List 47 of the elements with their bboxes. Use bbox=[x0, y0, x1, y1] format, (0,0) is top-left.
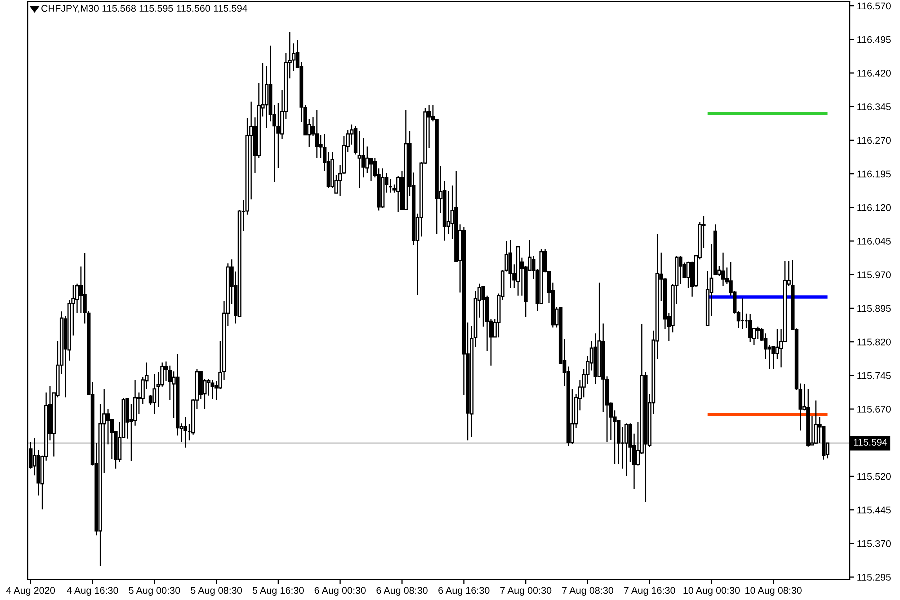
candlestick bbox=[748, 314, 752, 344]
y-tick-label: 115.370 bbox=[858, 540, 891, 548]
candlestick bbox=[381, 168, 385, 209]
x-tick-label: 7 Aug 16:30 bbox=[624, 587, 676, 596]
x-tick-label: 6 Aug 16:30 bbox=[438, 587, 490, 596]
candlestick bbox=[740, 298, 745, 330]
chart-title: CHFJPY,M30 115.568 115.595 115.560 115.594 bbox=[42, 5, 248, 14]
candlestick bbox=[404, 110, 408, 211]
y-tick-label: 116.195 bbox=[858, 170, 891, 178]
y-tick-label: 116.045 bbox=[858, 238, 891, 245]
x-tick-label: 5 Aug 08:30 bbox=[191, 587, 242, 596]
x-tick-label: 10 Aug 00:30 bbox=[684, 587, 740, 596]
x-tick-label: 10 Aug 08:30 bbox=[746, 587, 802, 596]
candlestick bbox=[396, 176, 400, 213]
candlestick bbox=[358, 130, 362, 188]
x-tick-label: 6 Aug 08:30 bbox=[376, 587, 428, 596]
x-tick-label: 5 Aug 00:30 bbox=[129, 587, 180, 596]
x-tick-label: 5 Aug 16:30 bbox=[252, 587, 304, 596]
candlestick bbox=[814, 400, 818, 445]
y-tick-label: 115.445 bbox=[858, 506, 891, 514]
candlestick bbox=[315, 109, 320, 159]
y-tick-label: 116.420 bbox=[858, 70, 891, 77]
y-tick-label: 116.270 bbox=[858, 137, 891, 144]
y-tick-label: 115.895 bbox=[858, 305, 891, 312]
y-tick-label: 115.295 bbox=[858, 574, 891, 581]
candlestick bbox=[516, 246, 520, 296]
x-tick-label: 7 Aug 08:30 bbox=[562, 587, 614, 596]
y-tick-label: 115.970 bbox=[858, 272, 891, 278]
y-tick-label: 115.745 bbox=[858, 372, 891, 380]
x-tick-label: 4 Aug 16:30 bbox=[67, 587, 118, 596]
ref-line-label: 115.594 bbox=[854, 439, 888, 446]
candlestick bbox=[210, 380, 215, 400]
candlestick bbox=[508, 240, 512, 289]
y-tick-label: 116.570 bbox=[858, 2, 891, 10]
candlestick bbox=[624, 423, 628, 478]
candlestick bbox=[184, 416, 188, 448]
y-tick-label: 116.495 bbox=[858, 36, 891, 44]
x-tick-label: 4 Aug 2020 bbox=[6, 587, 56, 596]
y-tick-label: 116.345 bbox=[858, 104, 891, 110]
y-tick-label: 116.120 bbox=[858, 204, 891, 212]
x-tick-label: 6 Aug 00:30 bbox=[314, 587, 366, 596]
y-tick-label: 115.820 bbox=[858, 338, 891, 346]
candlestick bbox=[152, 374, 157, 415]
x-tick-label: 7 Aug 00:30 bbox=[500, 587, 552, 596]
y-tick-label: 115.670 bbox=[858, 406, 891, 413]
y-tick-label: 115.520 bbox=[858, 473, 891, 480]
candlestick bbox=[721, 252, 726, 287]
